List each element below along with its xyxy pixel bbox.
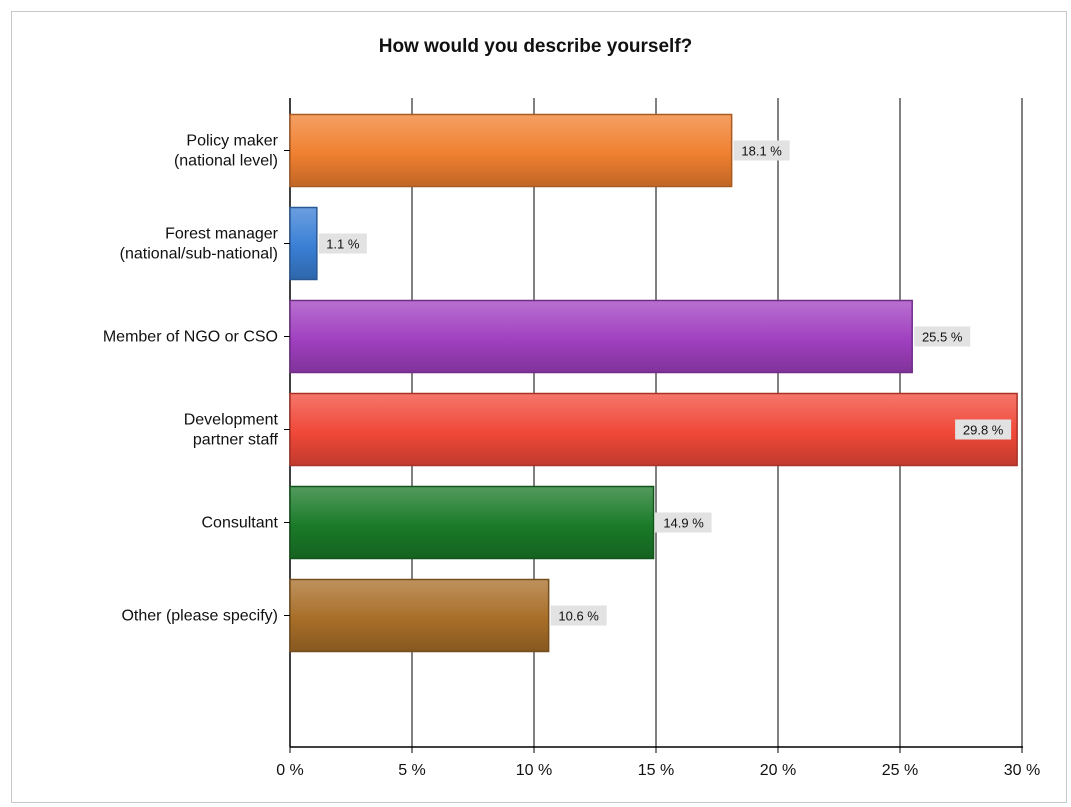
- x-tick-label: 5 %: [398, 762, 426, 779]
- data-label-box: [318, 233, 367, 254]
- data-label: 10.6 %: [558, 609, 599, 624]
- chart-title: How would you describe yourself?: [378, 36, 693, 57]
- x-tick-label: 0 %: [276, 762, 304, 779]
- x-tick-label: 10 %: [516, 762, 552, 779]
- x-tick-label: 20 %: [760, 762, 796, 779]
- x-tick-label: 15 %: [638, 762, 674, 779]
- category-label: Other (please specify): [121, 608, 278, 625]
- category-label: Policy maker (national level): [174, 133, 279, 170]
- data-label: 25.5 %: [922, 330, 963, 345]
- category-label: Forest manager (national/sub-national): [120, 226, 279, 263]
- category-label: Development partner staff: [184, 412, 279, 449]
- x-tick-label: 25 %: [882, 762, 918, 779]
- data-label-box: [655, 512, 712, 533]
- data-label-box: [955, 419, 1012, 440]
- category-label: Consultant: [202, 515, 279, 532]
- data-label: 14.9 %: [663, 516, 704, 531]
- bar: [289, 392, 1018, 467]
- data-label: 18.1 %: [741, 144, 782, 159]
- category-label: Member of NGO or CSO: [103, 329, 278, 346]
- data-label-box: [550, 605, 607, 626]
- data-label: 29.8 %: [963, 423, 1004, 438]
- data-label-box: [733, 140, 790, 161]
- data-label: 1.1 %: [326, 237, 360, 252]
- bar: [289, 578, 550, 653]
- data-label-box: [914, 326, 971, 347]
- x-tick-label: 30 %: [1004, 762, 1040, 779]
- bar: [289, 113, 733, 188]
- bar: [289, 206, 318, 281]
- bar: [289, 485, 655, 560]
- bar: [289, 299, 913, 374]
